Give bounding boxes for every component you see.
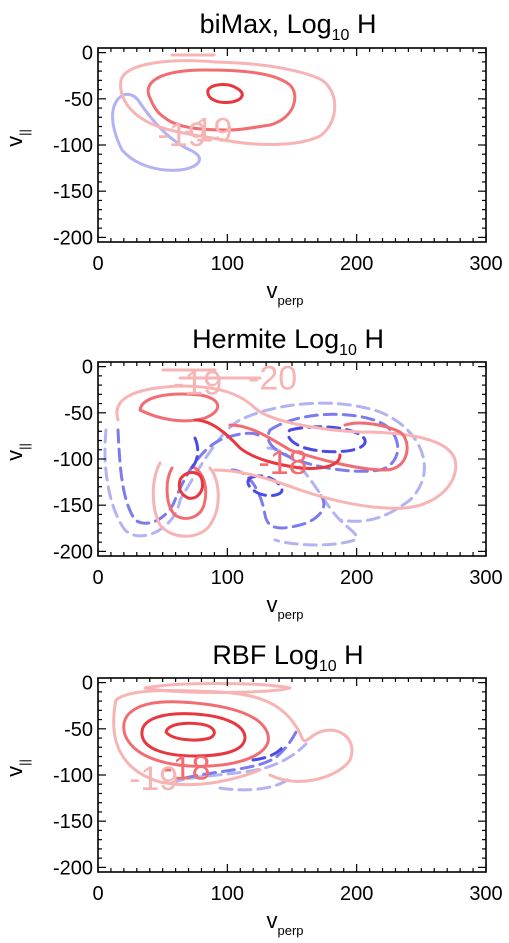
panel-1-contour-labels: -19-19 — [157, 111, 232, 154]
x-tick-label: 200 — [340, 883, 373, 905]
contour-label: -19 — [129, 760, 178, 798]
hermite-contour-neg-mid — [116, 428, 264, 525]
bimax-contour-light — [119, 59, 337, 146]
rbf-contour-strong-2 — [164, 721, 216, 742]
x-tick-label: 100 — [211, 883, 244, 905]
hermite-contour-light-2 — [151, 461, 220, 538]
rbf-contour-neg-mid — [183, 730, 298, 780]
x-tick-label: 200 — [340, 253, 373, 275]
rbf-contour-light — [112, 698, 262, 787]
y-tick-label: -100 — [53, 135, 93, 157]
y-tick-label: -200 — [53, 227, 93, 249]
panel-3-title: RBF Log10 H — [212, 640, 363, 675]
contour-label: -19 — [157, 116, 206, 154]
panel-rbf: RBF Log10 H -18-19 0 100 200 300 0 -50 -100 -15… — [2, 640, 503, 938]
hermite-contour-mid — [138, 392, 219, 423]
contour-label: -19 — [173, 364, 222, 402]
hermite-contour-neg-strong-3 — [188, 436, 200, 472]
contour-label: -20 — [248, 360, 297, 398]
rbf-contour-mid — [122, 700, 270, 768]
y-tick-label: -100 — [53, 449, 93, 471]
x-tick-label: 0 — [92, 883, 103, 905]
hermite-contour-mid-2 — [228, 421, 409, 472]
panel-2-axis-ticks: 0 100 200 300 0 -50 -100 -150 -200 — [53, 357, 503, 589]
hermite-contour-neg-light — [103, 401, 426, 538]
hermite-contour-mid-3 — [165, 466, 208, 520]
panel-hermite: Hermite Log10 H -19 -20 -18 0 100 200 300 0 -50… — [2, 324, 503, 622]
contour-label: -19 — [183, 111, 232, 149]
y-tick-label: 0 — [82, 673, 93, 695]
hermite-contour-neg-strong-2 — [246, 474, 284, 498]
hermite-contour-strong-2 — [177, 471, 205, 500]
hermite-contour-neg-light-2 — [266, 446, 358, 547]
hermite-contour-light — [115, 384, 458, 510]
x-tick-label: 100 — [211, 253, 244, 275]
y-tick-label: -150 — [53, 811, 93, 833]
y-tick-label: 0 — [82, 43, 93, 65]
y-tick-label: -200 — [53, 541, 93, 563]
panel-3-xlabel: vperp — [266, 908, 303, 938]
panel-3-contours — [112, 682, 354, 792]
y-tick-label: -200 — [53, 857, 93, 879]
x-tick-label: 300 — [469, 883, 502, 905]
x-tick-label: 0 — [92, 567, 103, 589]
panel-bimax: biMax, Log10 H -19-19 0 100 200 300 0 -50 -100… — [2, 9, 503, 308]
panel-2-contour-labels: -19 -20 -18 — [173, 360, 308, 482]
panel-2-ylabel: v|| — [2, 443, 32, 461]
panel-3-ylabel: v|| — [2, 759, 32, 777]
panel-1-contours — [111, 53, 337, 172]
hermite-contour-neg-strong — [286, 425, 367, 454]
rbf-contour-light-top — [143, 682, 292, 694]
y-tick-label: -100 — [53, 765, 93, 787]
contour-label: -18 — [258, 444, 307, 482]
bimax-contour-mid — [146, 68, 297, 132]
rbf-contour-neg-strong — [251, 743, 286, 762]
x-tick-label: 200 — [340, 567, 373, 589]
y-tick-label: -50 — [64, 719, 93, 741]
y-tick-label: -150 — [53, 495, 93, 517]
contour-label: -18 — [161, 750, 210, 788]
x-tick-label: 300 — [469, 253, 502, 275]
panel-1-xlabel: vperp — [266, 278, 303, 308]
x-tick-label: 100 — [211, 567, 244, 589]
panel-3-contour-labels: -18-19 — [129, 750, 210, 798]
x-tick-label: 300 — [469, 567, 502, 589]
y-tick-label: 0 — [82, 357, 93, 379]
bimax-contour-strong — [206, 83, 244, 104]
bimax-contour-neg-light — [111, 92, 201, 172]
panel-2-contours — [103, 368, 458, 547]
x-tick-label: 0 — [92, 253, 103, 275]
panel-2-title: Hermite Log10 H — [192, 324, 384, 359]
y-tick-label: -50 — [64, 403, 93, 425]
rbf-contour-strong — [140, 712, 247, 758]
panel-2-xlabel: vperp — [266, 592, 303, 622]
y-tick-label: -50 — [64, 89, 93, 111]
panel-1-ylabel: v|| — [2, 129, 32, 147]
y-tick-label: -150 — [53, 181, 93, 203]
hermite-contour-neg-mid-3 — [230, 468, 326, 530]
panel-1-axis-ticks: 0 100 200 300 0 -50 -100 -150 -200 — [53, 43, 503, 275]
hermite-contour-strong — [193, 418, 342, 470]
panel-1-title: biMax, Log10 H — [200, 9, 377, 44]
panel-3-axis-ticks: 0 100 200 300 0 -50 -100 -150 -200 — [53, 673, 503, 905]
